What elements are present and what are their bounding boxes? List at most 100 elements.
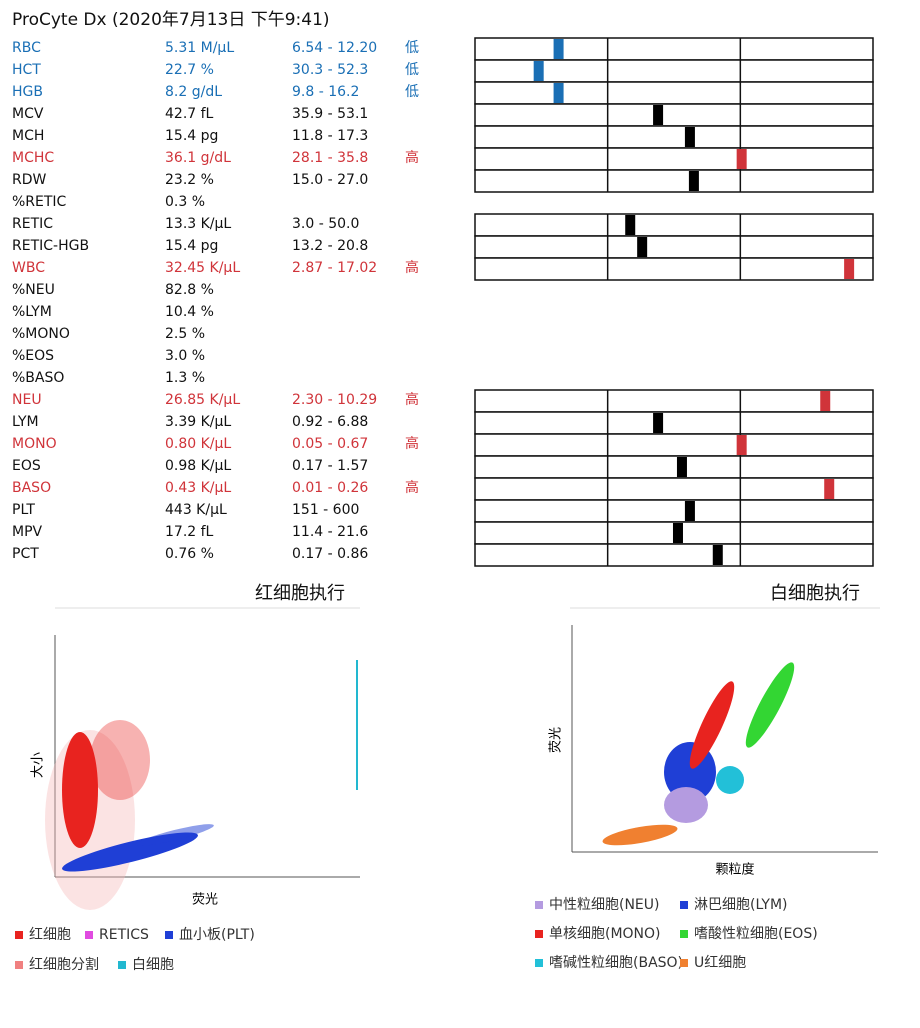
gauge-marker <box>684 501 695 521</box>
gauge-frame <box>474 169 874 193</box>
test-flag: 低 <box>405 40 419 56</box>
test-name: RETIC <box>12 216 53 232</box>
test-range: 13.2 - 20.8 <box>292 238 368 254</box>
gauge-frame <box>474 81 874 105</box>
legend-swatch <box>85 931 93 939</box>
legend-label: 淋巴细胞(LYM) <box>694 897 788 913</box>
test-name: BASO <box>12 480 51 496</box>
x-axis-label: 荧光 <box>192 893 218 908</box>
test-range: 30.3 - 52.3 <box>292 62 368 78</box>
gauge-marker <box>844 259 855 279</box>
test-name: HCT <box>12 62 41 78</box>
test-flag: 高 <box>405 479 419 496</box>
test-range: 0.92 - 6.88 <box>292 414 368 430</box>
legend-label: 单核细胞(MONO) <box>549 926 661 942</box>
gauge-frame <box>474 411 874 435</box>
gauge-marker <box>653 413 664 433</box>
test-name: WBC <box>12 260 45 276</box>
test-flag: 高 <box>405 259 419 276</box>
legend-swatch <box>680 930 688 938</box>
gauge-marker <box>637 237 648 257</box>
legend-label: 嗜酸性粒细胞(EOS) <box>694 926 818 942</box>
legend-label: 红细胞分割 <box>29 956 99 973</box>
plot-title: 红细胞执行 <box>255 583 345 604</box>
test-name: MCH <box>12 128 44 144</box>
legend-swatch <box>680 959 688 967</box>
legend-label: 嗜碱性粒细胞(BASO) <box>549 955 683 971</box>
test-range: 15.0 - 27.0 <box>292 172 368 188</box>
gauge-frame <box>474 477 874 501</box>
test-name: %BASO <box>12 370 64 386</box>
gauge-marker <box>684 127 695 147</box>
gauge-marker <box>688 171 699 191</box>
test-range: 6.54 - 12.20 <box>292 40 377 56</box>
test-range: 151 - 600 <box>292 502 359 518</box>
x-axis-label: 颗粒度 <box>715 862 754 878</box>
test-name: RBC <box>12 40 41 56</box>
test-name: MPV <box>12 524 43 540</box>
test-result: 22.7 % <box>165 62 214 78</box>
gauge-marker <box>533 61 544 81</box>
gauge-frame <box>474 103 874 127</box>
test-range: 0.01 - 0.26 <box>292 480 368 496</box>
test-result: 443 K/μL <box>165 502 227 518</box>
test-range: 2.87 - 17.02 <box>292 260 377 276</box>
test-name: PCT <box>12 546 39 562</box>
legend-label: 中性粒细胞(NEU) <box>549 897 660 913</box>
test-name: RDW <box>12 172 47 188</box>
test-result: 32.45 K/μL <box>165 260 240 276</box>
test-result: 26.85 K/μL <box>165 392 240 408</box>
legend-swatch <box>535 901 543 909</box>
test-result: 0.76 % <box>165 546 214 562</box>
legend-swatch <box>535 959 543 967</box>
test-range: 11.4 - 21.6 <box>292 524 368 540</box>
test-result: 13.3 K/μL <box>165 216 231 232</box>
legend-label: 血小板(PLT) <box>179 927 255 943</box>
legend-label: U红细胞 <box>694 955 746 971</box>
test-flag: 低 <box>405 62 419 78</box>
gauge-frame <box>474 433 874 457</box>
gauge-marker <box>676 457 687 477</box>
legend-swatch <box>680 901 688 909</box>
test-result: 3.0 % <box>165 348 205 364</box>
test-name: MONO <box>12 436 57 452</box>
legend-swatch <box>165 931 173 939</box>
test-range: 0.17 - 0.86 <box>292 546 368 562</box>
gauge-frame <box>474 125 874 149</box>
legend-swatch <box>118 961 126 969</box>
gauge-frame <box>474 455 874 479</box>
test-result: 42.7 fL <box>165 106 214 122</box>
test-result: 1.3 % <box>165 370 205 386</box>
gauge-frame <box>474 389 874 413</box>
test-name: NEU <box>12 392 42 408</box>
gauge-frame <box>474 499 874 523</box>
legend-swatch <box>535 930 543 938</box>
test-flag: 高 <box>405 435 419 452</box>
gauge-marker <box>824 479 835 499</box>
test-range: 28.1 - 35.8 <box>292 150 368 166</box>
test-name: %EOS <box>12 348 54 364</box>
gauge-marker <box>553 39 564 59</box>
gauge-marker <box>672 523 683 543</box>
test-name: LYM <box>12 414 39 430</box>
test-range: 11.8 - 17.3 <box>292 128 368 144</box>
legend-label: 红细胞 <box>29 927 71 943</box>
test-result: 8.2 g/dL <box>165 84 222 100</box>
test-result: 17.2 fL <box>165 524 214 540</box>
y-axis-label: 荧光 <box>549 727 564 753</box>
test-flag: 高 <box>405 391 419 408</box>
legend-label: 白细胞 <box>132 957 174 973</box>
test-result: 82.8 % <box>165 282 214 298</box>
test-name: MCHC <box>12 150 54 166</box>
wbc-plot-art <box>570 607 880 853</box>
gauge-marker <box>712 545 723 565</box>
gauge-marker <box>736 435 747 455</box>
test-name: RETIC-HGB <box>12 238 89 254</box>
test-result: 0.80 K/μL <box>165 436 231 452</box>
test-range: 0.05 - 0.67 <box>292 436 368 452</box>
test-name: PLT <box>12 502 35 518</box>
test-flag: 低 <box>405 84 419 100</box>
test-name: MCV <box>12 106 44 122</box>
